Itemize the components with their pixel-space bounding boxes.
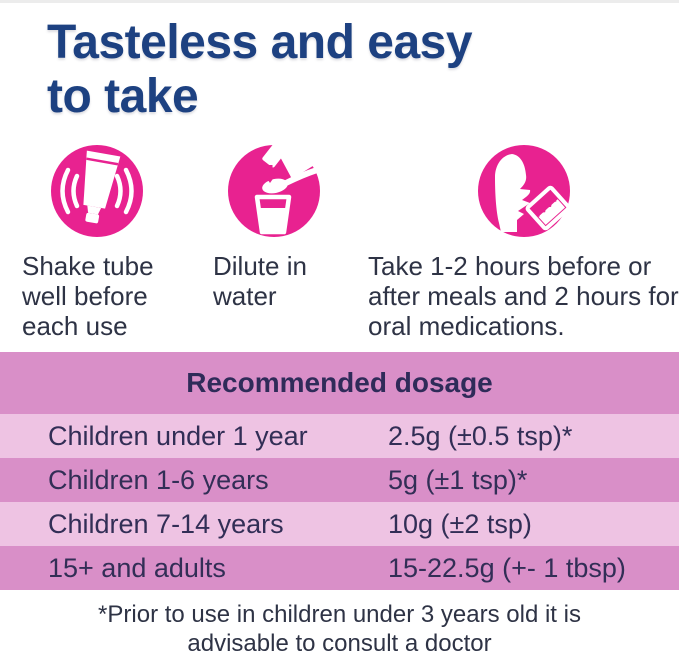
instruction-dilute-label: Dilute in water — [213, 251, 307, 311]
dose-amount: 2.5g (±0.5 tsp)* — [388, 420, 573, 451]
footnote-line1: *Prior to use in children under 3 years … — [98, 601, 581, 628]
age-group: Children 1-6 years — [48, 464, 269, 495]
dosage-table-title: Recommended dosage — [186, 367, 493, 398]
instruction-dilute: Dilute in water — [213, 145, 335, 311]
page-title-line2: to take — [47, 70, 199, 123]
instruction-shake-tube-label: Shake tube well before each use — [22, 251, 154, 341]
image-top-edge — [0, 0, 679, 3]
table-row-children-1-6: Children 1-6 years 5g (±1 tsp)* — [0, 458, 679, 502]
instruction-shake-tube: Shake tube well before each use — [22, 145, 172, 341]
instruction-timing-label: Take 1-2 hours before or after meals and… — [368, 251, 679, 341]
table-row-children-7-14: Children 7-14 years 10g (±2 tsp) — [0, 502, 679, 546]
table-row-adults: 15+ and adults 15-22.5g (+- 1 tbsp) — [0, 546, 679, 590]
shake-tube-icon — [51, 145, 143, 237]
dilute-in-water-icon — [228, 145, 320, 237]
age-group: Children under 1 year — [48, 420, 308, 451]
table-row-children-under-1: Children under 1 year 2.5g (±0.5 tsp)* — [0, 414, 679, 458]
dosage-table-header: Recommended dosage — [0, 352, 679, 414]
dose-amount: 10g (±2 tsp) — [388, 508, 532, 539]
take-with-meals-icon — [478, 145, 570, 237]
footnote: *Prior to use in children under 3 years … — [0, 600, 679, 658]
dose-amount: 5g (±1 tsp)* — [388, 464, 528, 495]
page-title-line1: Tasteless and easy — [47, 16, 473, 69]
page-title: Tasteless and easy to take — [47, 16, 473, 124]
age-group: 15+ and adults — [48, 552, 226, 583]
footnote-line2: advisable to consult a doctor — [187, 630, 492, 657]
age-group: Children 7-14 years — [48, 508, 284, 539]
instruction-timing: Take 1-2 hours before or after meals and… — [368, 145, 679, 341]
dose-amount: 15-22.5g (+- 1 tbsp) — [388, 552, 626, 583]
